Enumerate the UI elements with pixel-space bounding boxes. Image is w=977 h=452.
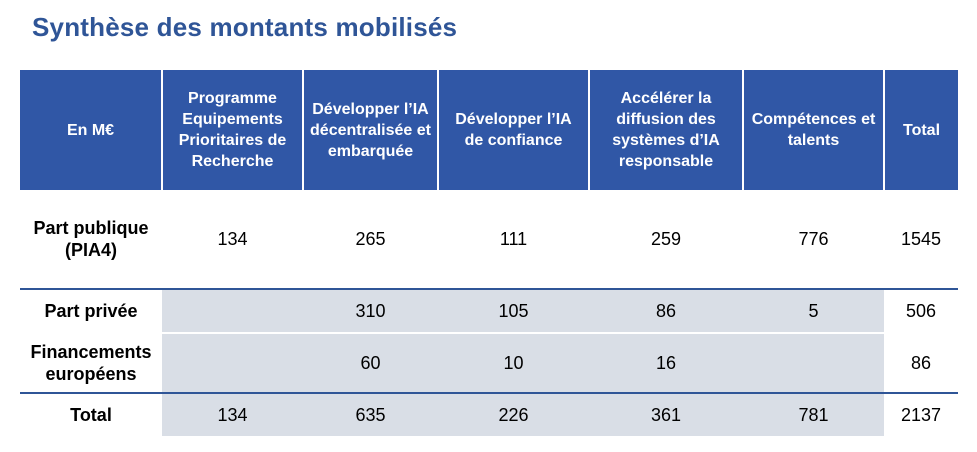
table-cell: 134: [162, 393, 303, 436]
table-cell: 781: [743, 393, 884, 436]
row-label: Part publique (PIA4): [20, 190, 162, 290]
table-cell: 86: [884, 333, 958, 394]
table-cell: 5: [743, 289, 884, 334]
table-cell: 105: [438, 289, 589, 334]
header-competences: Compétences et talents: [742, 70, 884, 190]
header-diffusion: Accélérer la diffusion des systèmes d’IA…: [588, 70, 743, 190]
table-cell: 635: [303, 393, 438, 436]
table-cell: 310: [303, 289, 438, 334]
summary-table: En M€ Programme Equipements Prioritaires…: [20, 70, 958, 436]
header-unit: En M€: [20, 70, 162, 190]
table-row: Part privée 310 105 86 5 506: [20, 289, 958, 334]
table-cell: 1545: [884, 190, 958, 290]
table-cell: [162, 289, 303, 334]
table-cell: 361: [589, 393, 743, 436]
table-row: Financements européens 60 10 16 86: [20, 333, 958, 394]
table-cell: 226: [438, 393, 589, 436]
row-label: Part privée: [20, 289, 162, 334]
row-label: Total: [20, 393, 162, 436]
table-header-row: En M€ Programme Equipements Prioritaires…: [20, 70, 958, 190]
table-cell: 16: [589, 333, 743, 394]
table-cell: [743, 333, 884, 394]
table-cell: 60: [303, 333, 438, 394]
header-ia-confiance: Développer l’IA de confiance: [437, 70, 589, 190]
table-cell: 506: [884, 289, 958, 334]
table-cell: [162, 333, 303, 394]
table-cell: 2137: [884, 393, 958, 436]
header-ia-decentralisee: Développer l’IA décentralisée et embarqu…: [302, 70, 438, 190]
row-label: Financements européens: [20, 333, 162, 394]
table-cell: 259: [589, 190, 743, 290]
table-cell: 134: [162, 190, 303, 290]
table-cell: 776: [743, 190, 884, 290]
table-cell: 111: [438, 190, 589, 290]
table-row-total: Total 134 635 226 361 781 2137: [20, 393, 958, 436]
page-title: Synthèse des montants mobilisés: [32, 12, 458, 42]
table-cell: 265: [303, 190, 438, 290]
header-total: Total: [883, 70, 958, 190]
table-row: Part publique (PIA4) 134 265 111 259 776…: [20, 190, 958, 290]
table-cell: 86: [589, 289, 743, 334]
header-equipements: Programme Equipements Prioritaires de Re…: [161, 70, 303, 190]
table-cell: 10: [438, 333, 589, 394]
